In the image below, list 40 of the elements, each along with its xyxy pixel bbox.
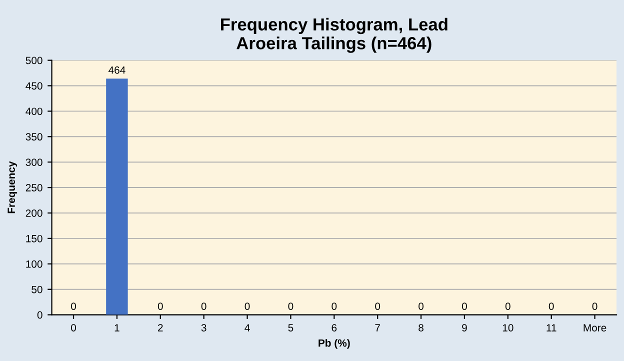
y-axis-title: Frequency — [8, 161, 18, 214]
y-tick-label: 450 — [26, 82, 42, 90]
y-tick-label: 300 — [26, 158, 42, 166]
x-tick-label: 2 — [158, 324, 163, 332]
y-tick-label: 0 — [37, 311, 42, 319]
data-label: 0 — [418, 302, 424, 310]
data-label: 0 — [332, 302, 337, 310]
x-tick-label: 5 — [288, 324, 294, 332]
data-label: 0 — [201, 302, 206, 310]
x-tick-label: 3 — [201, 324, 206, 332]
data-label: 0 — [462, 302, 467, 310]
x-tick-label: 0 — [71, 324, 76, 332]
y-tick-label: 150 — [26, 234, 42, 242]
data-label: 0 — [158, 302, 163, 310]
x-tick-label: 6 — [332, 324, 337, 332]
x-tick-label: More — [584, 324, 606, 332]
data-label: 464 — [108, 66, 126, 74]
y-tick-label: 100 — [26, 260, 42, 268]
data-label: 0 — [592, 302, 598, 310]
y-tick-label: 500 — [26, 56, 42, 64]
data-label: 0 — [548, 302, 554, 310]
x-tick-label: 7 — [375, 324, 380, 332]
data-label: 0 — [505, 302, 510, 310]
chart-title: Frequency Histogram, Lead Aroeira Tailings (n=464) — [221, 18, 448, 53]
x-axis-title: Pb (%) — [318, 339, 350, 349]
x-tick-label: 9 — [462, 324, 467, 332]
x-tick-label: 8 — [418, 324, 424, 332]
y-tick-label: 50 — [32, 286, 42, 294]
data-label: 0 — [244, 302, 250, 310]
x-tick-label: 10 — [502, 324, 514, 332]
x-tick-label: 1 — [114, 324, 120, 332]
y-tick-label: 200 — [26, 209, 42, 217]
y-tick-label: 250 — [26, 184, 42, 192]
data-label: 0 — [288, 302, 294, 310]
x-tick-label: 4 — [244, 324, 250, 332]
y-tick-label: 400 — [26, 108, 42, 116]
y-tick-label: 350 — [26, 133, 42, 141]
data-label: 0 — [71, 302, 76, 310]
data-label: 0 — [375, 302, 380, 310]
x-tick-label: 11 — [546, 324, 556, 332]
